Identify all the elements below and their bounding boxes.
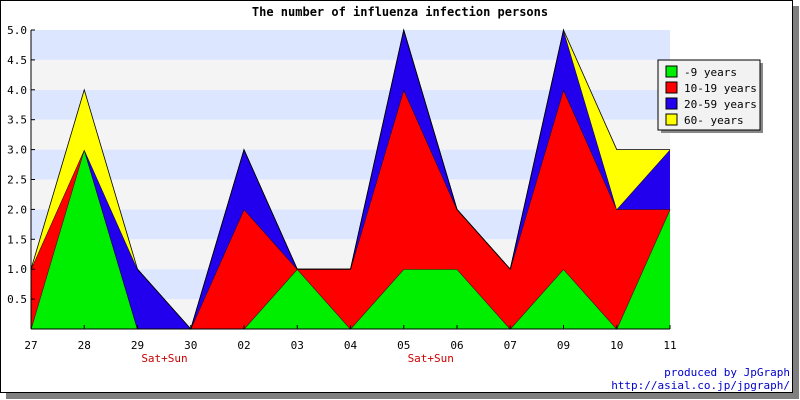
weekend-notes: Sat+Sun Sat+Sun <box>141 352 454 365</box>
x-tick-label: 07 <box>504 339 517 352</box>
x-tick-label: 10 <box>610 339 623 352</box>
y-tick-label: 2.0 <box>7 203 27 216</box>
legend-label: 20-59 years <box>684 98 757 111</box>
legend-swatch <box>665 65 678 78</box>
x-tick-label: 04 <box>344 339 358 352</box>
x-tick-label: 05 <box>397 339 410 352</box>
x-tick-label: 30 <box>184 339 197 352</box>
x-tick-label: 29 <box>131 339 144 352</box>
x-tick-label: 27 <box>24 339 37 352</box>
frame-shadow-right <box>793 6 799 399</box>
x-tick-labels: 27 28 29 30 02 03 04 05 06 07 09 10 11 <box>24 325 677 352</box>
legend: -9 years 10-19 years 20-59 years 60- years <box>657 59 763 133</box>
x-tick-label: 03 <box>291 339 304 352</box>
series-areas <box>30 28 671 330</box>
series-line <box>30 28 670 330</box>
legend-label: 60- years <box>684 114 744 127</box>
y-tick-label: 5.0 <box>7 24 27 37</box>
credit-link[interactable]: http://asial.co.jp/jpgraph/ <box>611 379 790 392</box>
x-tick-label: 09 <box>557 339 570 352</box>
chart-title: The number of influenza infection person… <box>252 5 548 19</box>
weekend-note: Sat+Sun <box>141 352 187 365</box>
legend-swatch <box>665 113 678 126</box>
y-tick-label: 4.5 <box>7 54 27 67</box>
legend-label: -9 years <box>684 66 737 79</box>
frame-shadow-bottom <box>6 393 799 399</box>
y-tick-labels: 0.5 1.0 1.5 2.0 2.5 3.0 3.5 4.0 4.5 5.0 <box>7 24 35 306</box>
y-tick-label: 2.5 <box>7 174 27 187</box>
x-tick-label: 11 <box>663 339 676 352</box>
legend-label: 10-19 years <box>684 82 757 95</box>
y-tick-label: 3.0 <box>7 144 27 157</box>
x-tick-label: 28 <box>78 339 91 352</box>
area-9-years <box>31 149 670 329</box>
y-tick-label: 1.5 <box>7 233 27 246</box>
y-tick-label: 3.5 <box>7 114 27 127</box>
weekend-note: Sat+Sun <box>408 352 454 365</box>
x-tick-label: 02 <box>237 339 250 352</box>
credit-producer: produced by JpGraph <box>664 366 790 379</box>
legend-swatch <box>665 97 678 110</box>
x-tick-label: 06 <box>450 339 463 352</box>
legend-swatch <box>665 81 678 94</box>
y-tick-label: 0.5 <box>7 293 27 306</box>
y-tick-label: 4.0 <box>7 84 27 97</box>
y-tick-label: 1.0 <box>7 263 27 276</box>
